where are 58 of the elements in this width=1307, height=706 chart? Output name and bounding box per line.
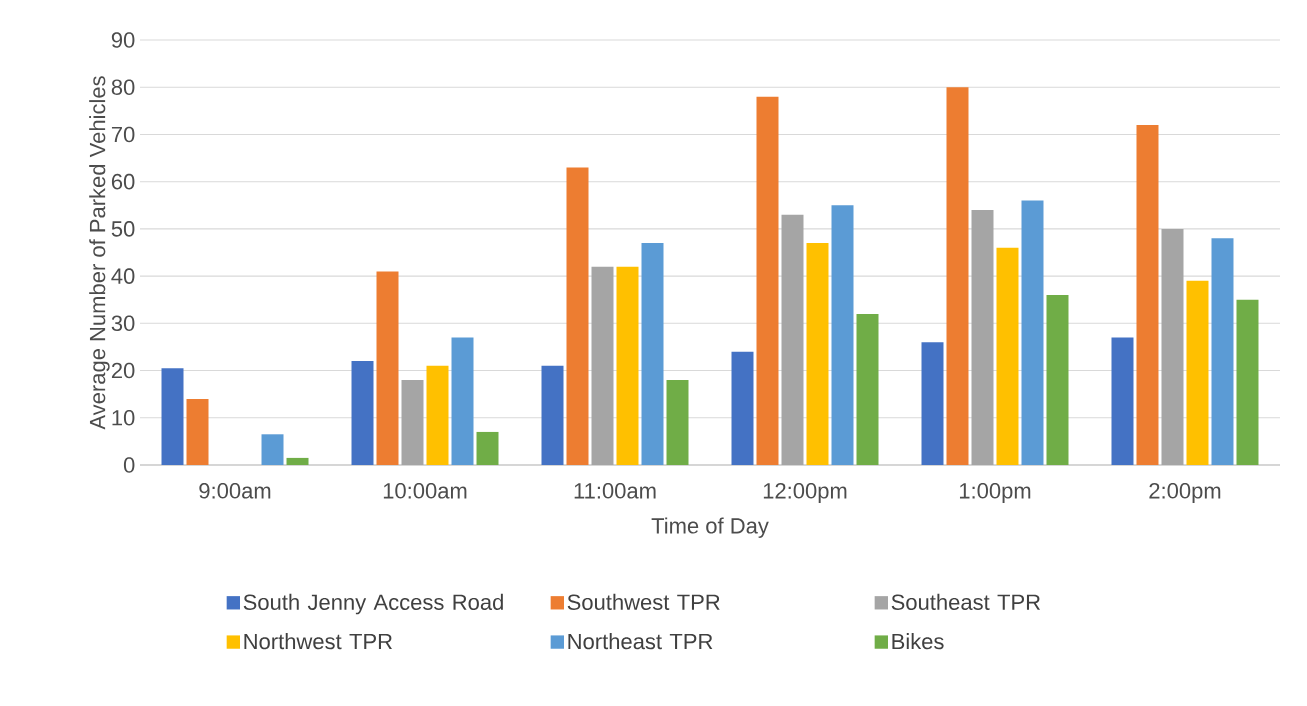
x-tick-label: 1:00pm (959, 483, 1031, 503)
bar (831, 205, 854, 465)
bar (1161, 228, 1184, 465)
y-tick-label: 50 (111, 221, 135, 237)
bar (476, 431, 499, 465)
y-tick-label: 10 (112, 409, 135, 426)
bar (426, 365, 449, 465)
bar (351, 361, 374, 465)
x-tick-label: 12:00pm (763, 483, 847, 503)
bar (856, 313, 879, 465)
y-tick-label: 70 (111, 126, 135, 143)
bar (591, 266, 614, 465)
legend-label: Southwest TPR (567, 593, 720, 610)
bar (451, 337, 474, 465)
bar (731, 351, 754, 465)
bar (566, 167, 589, 465)
y-tick-label: 0 (123, 457, 135, 473)
bar (376, 271, 399, 465)
bar (971, 209, 994, 465)
bar (921, 342, 944, 465)
y-tick-label: 20 (111, 362, 135, 379)
bar (161, 368, 184, 465)
x-tick-label: 11:00am (574, 483, 656, 499)
y-tick-label: 30 (111, 315, 135, 332)
legend-label: South Jenny Access Road (243, 593, 503, 615)
bar (1136, 125, 1159, 465)
legend-label: Southeast TPR (891, 593, 1041, 610)
bar (401, 379, 424, 465)
x-tick-label: 2:00pm (1149, 483, 1221, 503)
bar (1211, 238, 1234, 465)
bar (1236, 299, 1259, 465)
bar (541, 365, 564, 465)
legend-label: Northeast TPR (568, 633, 713, 650)
bar (1186, 280, 1209, 465)
legend-label: Northwest TPR (244, 633, 392, 650)
y-axis-title: Average Number of Parked Vehicles (89, 76, 110, 430)
bar (1046, 294, 1069, 465)
bar (641, 243, 664, 465)
x-tick-label: 10:00am (383, 483, 467, 499)
bar (1111, 337, 1134, 465)
x-axis-title: Time of Day (651, 517, 769, 538)
bar (756, 96, 779, 465)
bar (946, 87, 969, 465)
y-tick-label: 40 (111, 268, 135, 284)
y-tick-label: 90 (111, 32, 135, 48)
bar (666, 379, 689, 465)
bar (1021, 200, 1044, 465)
bar (996, 247, 1019, 465)
bar (806, 243, 829, 465)
legend-label: Bikes (892, 633, 944, 650)
bar (186, 398, 209, 465)
x-tick-label: 9:00am (199, 483, 271, 499)
bar (261, 434, 284, 465)
bar (286, 457, 309, 465)
y-tick-label: 60 (111, 173, 135, 190)
bar (781, 214, 804, 465)
bar (616, 266, 639, 465)
y-tick-label: 80 (111, 79, 135, 95)
